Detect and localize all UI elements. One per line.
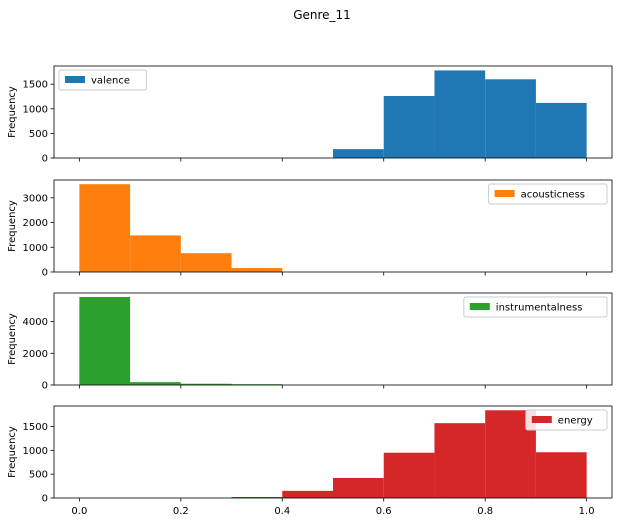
- legend-box: [525, 409, 608, 431]
- energy-bar: [383, 452, 435, 498]
- legend-swatch: [65, 76, 85, 83]
- legend-acousticness: acousticness: [488, 183, 608, 205]
- valence-bar: [535, 102, 587, 158]
- y-tick-label: 2000: [23, 349, 48, 360]
- y-tick-label: 1000: [23, 104, 48, 115]
- x-tick-label: 0.2: [173, 506, 189, 517]
- x-tick-label: 0.6: [376, 506, 392, 517]
- subplot-acousticness: 0 1000 2000 3000 Frequency acousticness: [7, 179, 613, 279]
- y-axis-label: Frequency: [7, 200, 18, 252]
- acousticness-bar: [130, 235, 181, 272]
- y-tick-label: 0: [42, 494, 48, 505]
- acousticness-bar: [231, 268, 283, 272]
- energy-bar: [434, 423, 486, 498]
- acousticness-bar: [79, 184, 131, 272]
- axes-frame: [53, 405, 613, 499]
- y-axis-label: Frequency: [7, 313, 18, 365]
- valence-bar: [383, 96, 435, 158]
- legend-energy: energy: [525, 409, 608, 431]
- legend-label: energy: [558, 416, 593, 427]
- instrumentalness-bar: [79, 296, 131, 385]
- acousticness-bar: [180, 253, 232, 272]
- y-tick-label: 0: [42, 381, 48, 392]
- axes-frame: [53, 292, 613, 386]
- legend-box: [463, 296, 608, 318]
- valence-bar: [485, 79, 536, 158]
- legend-box: [488, 183, 608, 205]
- legend-label: instrumentalness: [496, 303, 583, 314]
- y-tick-label: 1000: [23, 243, 48, 254]
- x-tick-label: 0.4: [274, 506, 290, 517]
- y-axis-label: Frequency: [7, 86, 18, 138]
- legend-swatch: [494, 190, 515, 197]
- y-tick-label: 2000: [23, 218, 48, 229]
- subplot-valence: 0 500 1000 1500 Frequency valence: [7, 65, 613, 165]
- axes-frame: [53, 65, 613, 159]
- y-tick-label: 1500: [23, 80, 48, 91]
- x-tick-label: 0.8: [477, 506, 493, 517]
- y-tick-label: 3000: [23, 193, 48, 204]
- figure-title: Genre_11: [293, 8, 351, 22]
- legend-valence: valence: [58, 69, 147, 91]
- x-tick-label: 1.0: [579, 506, 595, 517]
- y-tick-label: 0: [42, 268, 48, 279]
- y-tick-label: 1500: [23, 422, 48, 433]
- y-tick-label: 4000: [23, 317, 48, 328]
- y-tick-label: 500: [29, 129, 48, 140]
- subplot-instrumentalness: 0 2000 4000 Frequency instrumentalness: [7, 292, 613, 392]
- y-axis-label: Frequency: [7, 426, 18, 478]
- instrumentalness-bar: [130, 382, 181, 385]
- energy-bar: [535, 452, 587, 498]
- energy-bar: [333, 477, 384, 498]
- legend-box: [58, 69, 147, 91]
- energy-bar: [282, 490, 333, 498]
- legend-swatch: [469, 303, 490, 310]
- energy-bar: [231, 497, 283, 498]
- y-tick-label: 0: [42, 154, 48, 165]
- axes-frame: [53, 179, 613, 273]
- legend-label: acousticness: [521, 190, 585, 201]
- valence-bar: [434, 70, 486, 158]
- valence-bar: [333, 149, 384, 158]
- subplot-panels: 0 500 1000 1500 Frequency valence 0 1000 2000 300…: [7, 65, 613, 517]
- y-tick-label: 1000: [23, 446, 48, 457]
- legend-label: valence: [91, 76, 130, 87]
- subplot-energy: 0 500 1000 1500 0.0 0.2 0.4 0.6 0.8 1.0 Frequency e…: [7, 405, 613, 517]
- x-tick-label: 0.0: [71, 506, 87, 517]
- y-tick-label: 500: [29, 470, 48, 481]
- legend-instrumentalness: instrumentalness: [463, 296, 608, 318]
- legend-swatch: [531, 416, 552, 423]
- instrumentalness-bar: [180, 383, 232, 385]
